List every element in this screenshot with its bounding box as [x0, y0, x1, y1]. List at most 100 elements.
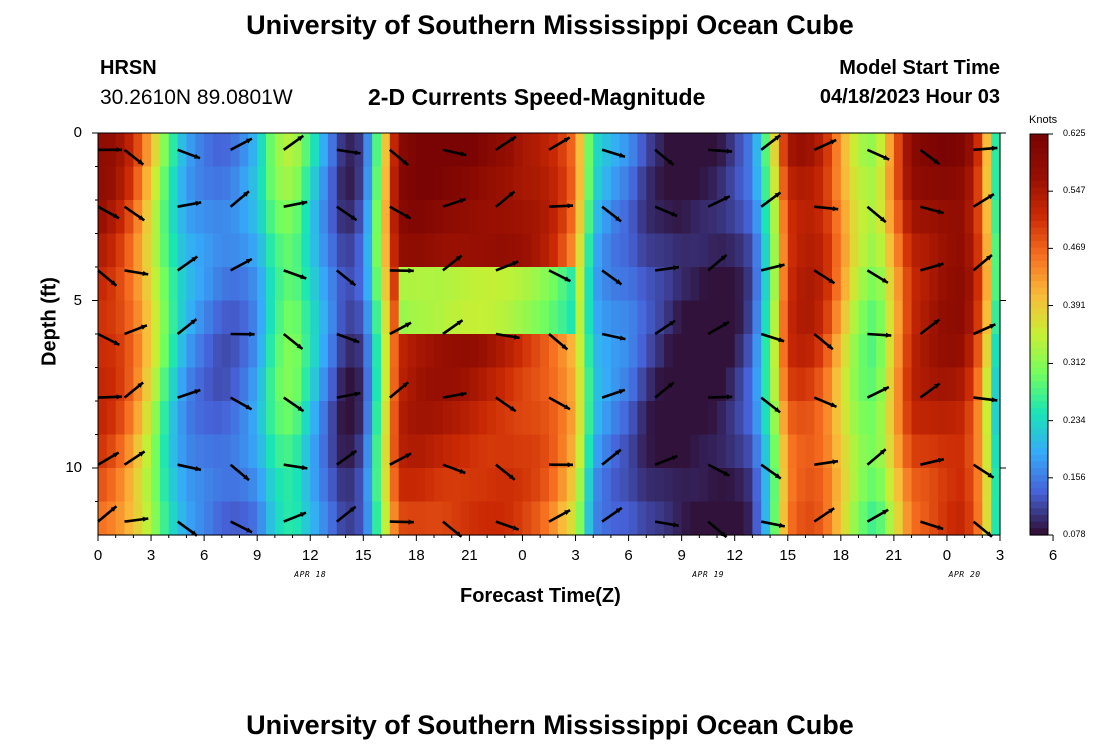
heatmap-cell	[230, 401, 240, 436]
heatmap-cell	[372, 334, 382, 369]
heatmap-cell	[363, 434, 373, 469]
heatmap-cell	[336, 267, 347, 302]
current-vector-head	[460, 151, 467, 157]
heatmap-cell	[381, 468, 391, 503]
x-axis-label: Forecast Time(Z)	[460, 585, 621, 607]
heatmap-cell	[557, 200, 568, 235]
heatmap-cell	[708, 200, 718, 235]
heatmap-cell	[495, 267, 506, 302]
heatmap-cell	[796, 267, 806, 302]
heatmap-cell	[310, 267, 320, 302]
heatmap-cell	[142, 300, 152, 335]
heatmap-cell	[106, 300, 117, 335]
heatmap-cell	[416, 300, 426, 335]
current-vector-head	[615, 216, 621, 222]
heatmap-cell	[708, 501, 718, 536]
heatmap-cell	[213, 300, 223, 335]
heatmap-cell	[478, 267, 488, 302]
heatmap-cell	[681, 401, 691, 436]
heatmap-cell	[274, 501, 285, 536]
current-vector-head	[673, 522, 679, 528]
heatmap-cell	[566, 434, 577, 469]
heatmap-cell	[522, 133, 532, 168]
heatmap-cell	[584, 334, 594, 369]
station-name: HRSN	[100, 57, 157, 79]
heatmap-cell	[177, 501, 187, 536]
heatmap-cell	[133, 133, 143, 168]
heatmap-cell	[540, 434, 550, 469]
heatmap-cell	[584, 300, 594, 335]
heatmap-cell	[955, 334, 966, 369]
heatmap-cell	[796, 401, 806, 436]
heatmap-cell	[778, 300, 789, 335]
colorbar-tick-label: 0.625	[1063, 128, 1086, 138]
heatmap-cell	[159, 401, 170, 436]
heatmap-cell	[142, 468, 152, 503]
heatmap-cell	[213, 468, 223, 503]
current-vector-head	[567, 203, 573, 209]
heatmap-cell	[734, 200, 745, 235]
current-vector-head	[774, 473, 781, 479]
heatmap-cell	[274, 300, 285, 335]
heatmap-cell	[814, 166, 824, 201]
heatmap-cell	[540, 133, 550, 168]
heatmap-cell	[151, 233, 161, 268]
heatmap-cell	[593, 334, 603, 369]
x-tick-label: 15	[779, 547, 797, 564]
heatmap-cell	[159, 468, 170, 503]
heatmap-cell	[372, 434, 382, 469]
heatmap-cell	[416, 468, 426, 503]
heatmap-cell	[964, 334, 974, 369]
heatmap-cell	[106, 468, 117, 503]
heatmap-cell	[442, 166, 453, 201]
heatmap-cell	[133, 267, 143, 302]
heatmap-cell	[416, 267, 426, 302]
heatmap-cell	[434, 501, 444, 536]
heatmap-cell	[248, 468, 258, 503]
heatmap-cell	[964, 434, 974, 469]
heatmap-cell	[469, 133, 479, 168]
heatmap-cell	[292, 133, 302, 168]
current-vector-head	[405, 453, 412, 459]
heatmap-cell	[752, 200, 762, 235]
heatmap-cell	[761, 267, 771, 302]
heatmap-cell	[991, 200, 1001, 235]
heatmap-cell	[796, 200, 806, 235]
current-vector-head	[402, 159, 409, 166]
heatmap-cell	[938, 367, 948, 402]
heatmap-cell	[770, 468, 780, 503]
colorbar-segment	[1030, 428, 1048, 436]
heatmap-cell	[248, 267, 258, 302]
colorbar-segment	[1030, 220, 1048, 229]
heatmap-cell	[902, 501, 913, 536]
heatmap-cell	[646, 367, 656, 402]
heatmap-cell	[398, 501, 409, 536]
heatmap-cell	[522, 166, 532, 201]
heatmap-cell	[849, 401, 860, 436]
heatmap-cell	[973, 334, 983, 369]
heatmap-cell	[575, 200, 585, 235]
heatmap-cell	[248, 233, 258, 268]
heatmap-cell	[177, 267, 187, 302]
x-tick-label: 18	[408, 547, 425, 564]
current-vector-head	[402, 382, 409, 388]
heatmap-cell	[575, 233, 585, 268]
heatmap-cell	[902, 166, 913, 201]
heatmap-cell	[876, 401, 886, 436]
heatmap-cell	[725, 200, 736, 235]
heatmap-cell	[566, 166, 577, 201]
heatmap-cell	[752, 434, 762, 469]
heatmap-cell	[407, 334, 417, 369]
heatmap-cell	[274, 200, 285, 235]
current-vector-head	[832, 459, 838, 465]
heatmap-cell	[292, 300, 302, 335]
current-vector-head	[113, 340, 120, 345]
heatmap-cell	[619, 233, 630, 268]
heatmap-cell	[345, 233, 355, 268]
heatmap-cell	[266, 401, 276, 436]
x-tick-label: 9	[253, 547, 262, 564]
colorbar-tick-label: 0.391	[1063, 299, 1086, 310]
heatmap-cell	[681, 133, 691, 168]
current-vector-head	[774, 407, 781, 413]
heatmap-cell	[920, 367, 930, 402]
